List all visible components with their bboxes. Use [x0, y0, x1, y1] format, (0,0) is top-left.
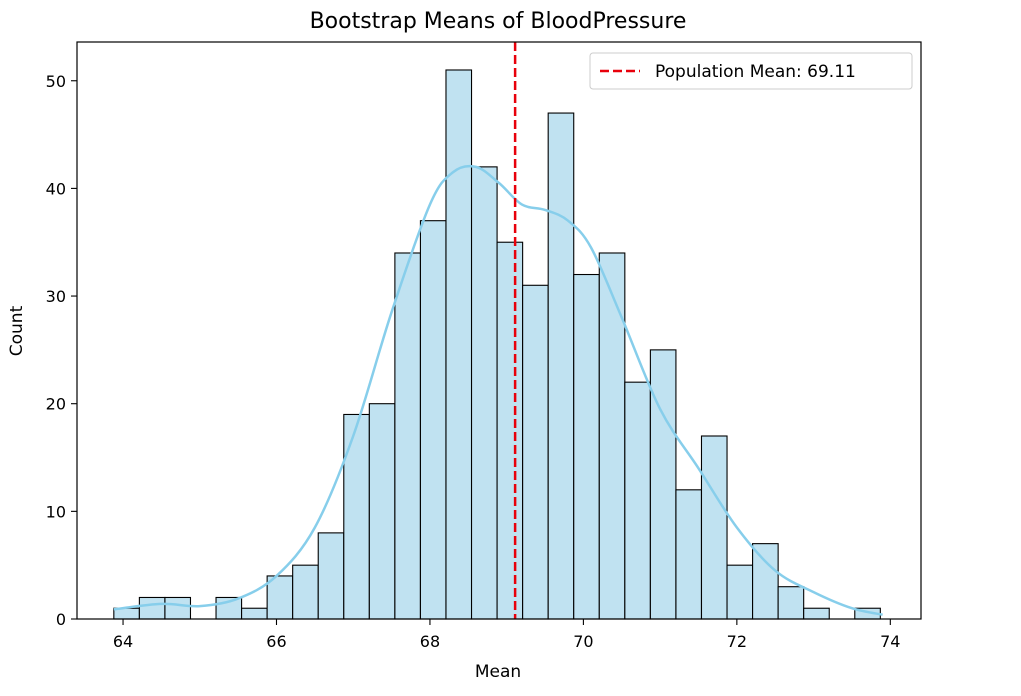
- y-tick-label: 10: [46, 502, 66, 521]
- histogram-bar: [394, 252, 421, 620]
- x-tick-label: 68: [420, 632, 440, 651]
- histogram-bar: [266, 575, 294, 620]
- y-tick-label: 50: [46, 72, 66, 91]
- histogram-bar: [317, 532, 345, 620]
- legend: Population Mean: 69.11: [589, 52, 913, 90]
- y-axis-ticks: 0 10 20 30 40 50: [46, 72, 77, 629]
- x-axis-label: Mean: [475, 662, 521, 682]
- y-tick-label: 0: [56, 610, 66, 629]
- histogram-bar: [777, 586, 805, 620]
- histogram-bar: [164, 596, 192, 620]
- histogram-bar: [445, 69, 473, 620]
- histogram-bar: [343, 413, 370, 620]
- histogram-bar: [241, 607, 268, 620]
- histogram-bar: [368, 403, 396, 620]
- y-tick-label: 20: [46, 395, 66, 414]
- histogram-bar: [752, 543, 779, 620]
- histogram-bar: [470, 166, 498, 620]
- y-tick-label: 40: [46, 179, 66, 198]
- x-tick-label: 64: [113, 632, 133, 651]
- legend-entry-population-mean: Population Mean: 69.11: [655, 62, 856, 82]
- chart-title: Bootstrap Means of BloodPressure: [310, 9, 687, 34]
- histogram-bar: [700, 435, 728, 620]
- x-tick-label: 74: [880, 632, 900, 651]
- histogram-bar: [675, 489, 703, 620]
- histogram-bar: [624, 381, 651, 620]
- histogram-bars: [113, 69, 881, 620]
- histogram-bar: [292, 564, 319, 620]
- histogram-bar: [138, 596, 166, 620]
- legend-box: [589, 52, 913, 90]
- x-tick-label: 70: [573, 632, 593, 651]
- histogram-bar: [419, 220, 447, 620]
- histogram-bar: [496, 241, 524, 620]
- histogram-bar: [547, 112, 575, 620]
- x-axis-ticks: 64 66 68 70 72 74: [113, 619, 900, 651]
- histogram-bar: [598, 252, 626, 620]
- plot-frame: [76, 41, 922, 620]
- x-tick-label: 66: [266, 632, 286, 651]
- y-axis-label: Count: [7, 305, 27, 356]
- histogram-bar: [803, 607, 830, 620]
- x-tick-label: 72: [727, 632, 747, 651]
- y-tick-label: 30: [46, 287, 66, 306]
- histogram-bar: [726, 564, 754, 620]
- kde-curve: [113, 164, 883, 616]
- histogram-bar: [573, 273, 600, 620]
- histogram-bar: [649, 349, 677, 620]
- histogram-bar: [522, 284, 549, 620]
